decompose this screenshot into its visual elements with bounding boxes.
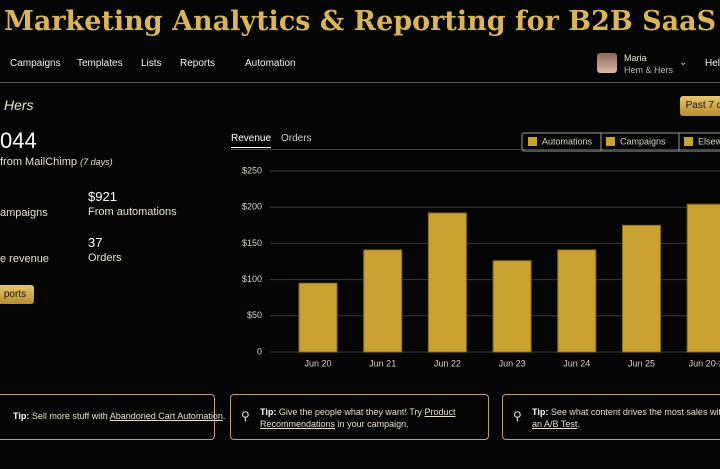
bar	[557, 249, 597, 353]
x-tick-label: Jun 23	[499, 358, 526, 368]
y-tick-label: $50	[247, 310, 262, 320]
x-tick-label: Jun 24	[563, 358, 590, 368]
nav-link[interactable]: Campaigns	[10, 58, 61, 69]
tip-text: .	[222, 411, 226, 421]
bar	[686, 203, 720, 353]
tip-link[interactable]: an A/B Test	[532, 419, 578, 429]
tab-active[interactable]: Revenue	[231, 133, 272, 148]
tip-card: ⚲ Tip: Give the people what they want! T…	[230, 394, 489, 440]
y-tick-label: $250	[242, 165, 262, 175]
legend-swatch	[684, 137, 693, 146]
y-tick-label: 0	[257, 346, 262, 356]
total-caption: from MailChimp (7 days)	[0, 156, 113, 168]
bar	[298, 282, 338, 353]
dropdown-caret[interactable]: ⌄	[679, 57, 688, 68]
legend-label: Automations	[542, 136, 593, 146]
legend-label: Campaigns	[620, 136, 666, 146]
legend-box	[521, 132, 720, 152]
stat-label: ampaigns	[0, 207, 48, 219]
user-account[interactable]: Hem & Hers	[624, 65, 674, 75]
y-tick-label: $100	[242, 274, 262, 284]
help-link[interactable]: Hel	[705, 58, 720, 69]
nav-link[interactable]: Reports	[180, 58, 216, 69]
tip-text: Sell more stuff with	[31, 411, 108, 421]
bar	[427, 212, 467, 353]
tip-text: See what content drives the most sales w…	[550, 407, 720, 417]
stat-label: e revenue	[0, 253, 49, 265]
tip-card: Tip: Sell more stuff with Abandoned Cart…	[0, 394, 225, 440]
stat-label: From automations	[88, 206, 177, 218]
tip-link[interactable]: Product Recommendations	[260, 407, 456, 429]
tip-text: in your campaign.	[337, 419, 409, 429]
x-tick-label: Jun 21	[369, 358, 396, 368]
range-button[interactable]: Past 7 d	[680, 96, 720, 116]
x-tick-label: Jun 25	[628, 358, 655, 368]
tab-rule	[231, 149, 720, 150]
nav-link[interactable]: Automation	[245, 58, 296, 69]
stat-value: 37	[88, 235, 103, 250]
y-tick-label: $150	[242, 238, 262, 248]
nav-link[interactable]: Lists	[141, 58, 162, 69]
legend-swatch	[606, 137, 615, 146]
total-revenue: 044	[0, 128, 37, 153]
nav-link[interactable]: Templates	[77, 58, 123, 69]
reports-button[interactable]: ports	[0, 285, 34, 304]
tip-text: .	[577, 419, 580, 429]
account-title: Hers	[4, 97, 34, 113]
tip-link[interactable]: Abandoned Cart Automation	[109, 411, 223, 421]
tip-label: Tip:	[532, 407, 549, 417]
tip-card: ⚲ Tip: See what content drives the most …	[502, 394, 720, 440]
divider	[0, 82, 720, 83]
caption-text: from MailChimp	[0, 156, 78, 168]
tip-icon: ⚲	[241, 409, 250, 423]
avatar[interactable]	[597, 53, 617, 73]
bar	[622, 224, 661, 353]
legend-label: Elsew	[698, 136, 720, 146]
x-tick-label: Jun 20	[304, 358, 331, 368]
tip-text: Give the people what they want! Try	[278, 407, 422, 417]
tab[interactable]: Orders	[281, 133, 312, 144]
stat-label: Orders	[88, 252, 122, 264]
y-tick-label: $200	[242, 202, 262, 212]
tip-label: Tip:	[13, 411, 30, 421]
tip-icon: ⚲	[513, 409, 522, 423]
x-tick-label: Jun 20-2	[689, 358, 720, 368]
user-name[interactable]: Maria	[624, 53, 647, 63]
caption-period: (7 days)	[80, 157, 113, 167]
bar	[363, 249, 403, 353]
tip-label: Tip:	[260, 407, 277, 417]
x-tick-label: Jun 22	[434, 358, 461, 368]
page-title: Marketing Analytics & Reporting for B2B …	[3, 6, 717, 37]
legend-swatch	[528, 137, 537, 146]
stat-value: $921	[88, 189, 117, 204]
bar	[492, 260, 532, 353]
